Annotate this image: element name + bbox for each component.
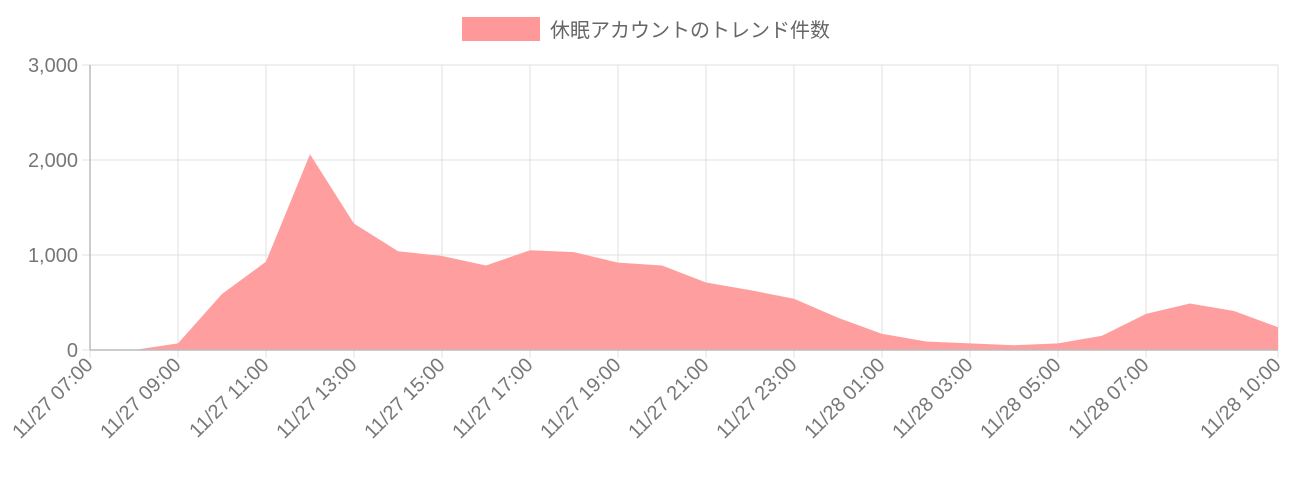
- x-tick-label: 11/27 17:00: [448, 354, 537, 443]
- data-point: [307, 151, 313, 157]
- y-tick-label: 3,000: [28, 55, 78, 77]
- x-tick-label: 11/28 03:00: [888, 354, 977, 443]
- y-tick-label: 0: [67, 340, 78, 362]
- data-point: [1099, 333, 1105, 339]
- data-point: [923, 338, 929, 344]
- data-point: [439, 253, 445, 259]
- x-tick-label: 11/28 07:00: [1064, 354, 1153, 443]
- data-point: [175, 340, 181, 346]
- y-tick-label: 1,000: [28, 245, 78, 267]
- x-tick-label: 11/28 01:00: [800, 354, 889, 443]
- data-point: [219, 291, 225, 297]
- legend[interactable]: 休眠アカウントのトレンド件数: [0, 14, 1292, 43]
- area-layer: [90, 151, 1281, 350]
- x-tick-label: 11/28 05:00: [976, 354, 1065, 443]
- y-tick-labels: 0 1,000 2,000 3,000: [28, 55, 78, 362]
- data-point: [1275, 324, 1281, 330]
- data-point: [835, 315, 841, 321]
- data-point: [263, 259, 269, 265]
- data-point: [747, 287, 753, 293]
- axes: [89, 65, 1278, 351]
- x-tick-label: 11/27 15:00: [360, 354, 449, 443]
- data-point: [571, 249, 577, 255]
- data-point: [879, 331, 885, 337]
- x-tick-label: 11/27 21:00: [624, 354, 713, 443]
- x-tick-label: 11/27 11:00: [185, 354, 273, 442]
- data-point: [615, 260, 621, 266]
- data-point: [703, 280, 709, 286]
- x-tick-label: 11/27 09:00: [96, 354, 185, 443]
- y-tick-label: 2,000: [28, 150, 78, 172]
- data-point: [527, 247, 533, 253]
- legend-label: 休眠アカウントのトレンド件数: [550, 18, 830, 42]
- data-point: [659, 262, 665, 268]
- data-point: [395, 248, 401, 254]
- data-point: [1011, 342, 1017, 348]
- x-tick-label: 11/27 23:00: [712, 354, 801, 443]
- data-point: [1187, 300, 1193, 306]
- x-tick-label: 11/27 07:00: [8, 354, 97, 443]
- data-point: [351, 221, 357, 227]
- data-point: [1055, 340, 1061, 346]
- x-tick-label: 11/27 19:00: [536, 354, 625, 443]
- data-point: [1143, 311, 1149, 317]
- x-tick-label: 11/28 10:00: [1196, 354, 1285, 443]
- data-point: [1231, 308, 1237, 314]
- series-area: [90, 154, 1278, 350]
- data-point: [483, 262, 489, 268]
- data-point: [791, 296, 797, 302]
- x-tick-label: 11/27 13:00: [272, 354, 361, 443]
- data-point: [967, 340, 973, 346]
- legend-swatch: [462, 16, 540, 41]
